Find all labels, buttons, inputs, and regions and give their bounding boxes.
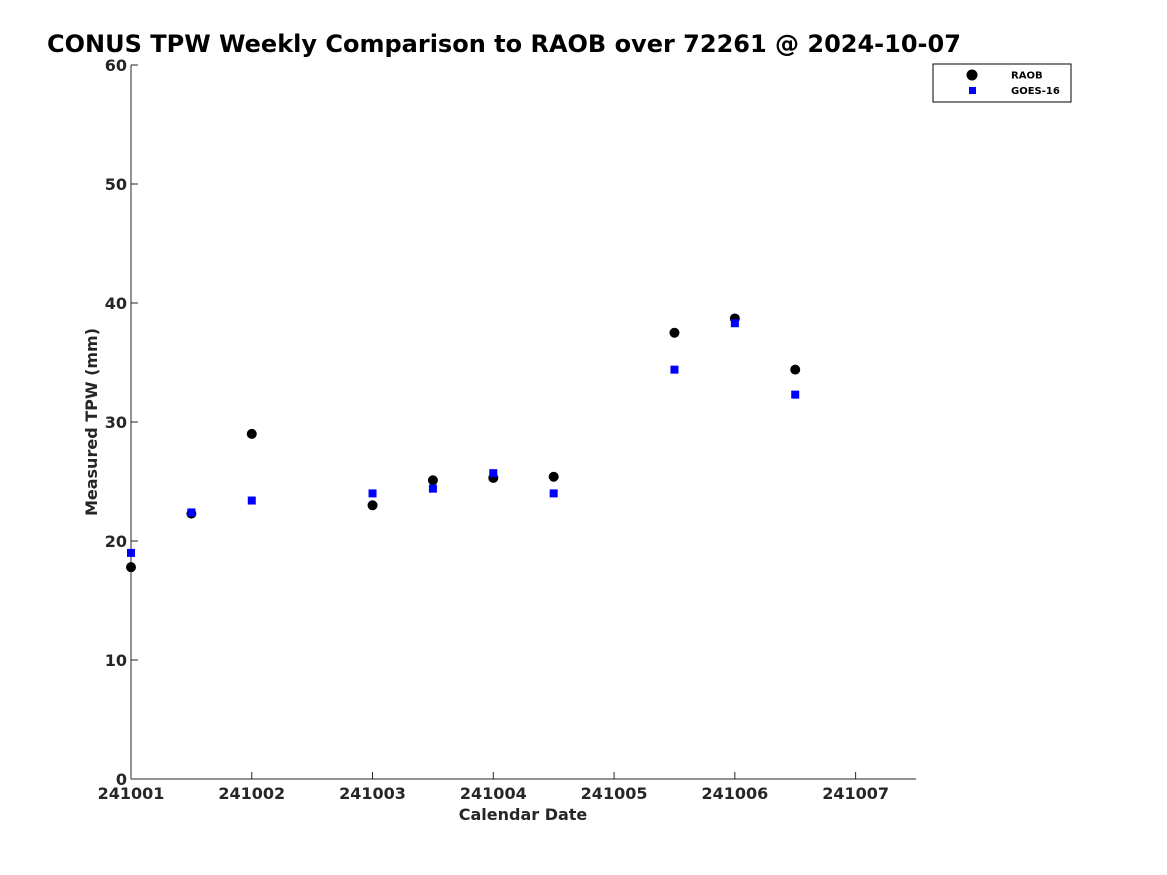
chart-title: CONUS TPW Weekly Comparison to RAOB over… bbox=[47, 30, 961, 58]
y-tick-label: 30 bbox=[105, 413, 127, 432]
x-tick-label: 241002 bbox=[218, 784, 285, 803]
point-goes16 bbox=[670, 365, 679, 374]
x-tick-label: 241004 bbox=[460, 784, 527, 803]
x-tick-label: 241003 bbox=[339, 784, 406, 803]
y-axis-label: Measured TPW (mm) bbox=[82, 328, 101, 516]
y-tick-label: 10 bbox=[105, 651, 127, 670]
point-raob bbox=[669, 327, 680, 338]
legend-marker-raob bbox=[966, 69, 978, 81]
y-tick-label: 40 bbox=[105, 294, 127, 313]
point-goes16 bbox=[489, 469, 498, 478]
point-goes16 bbox=[127, 548, 135, 557]
x-tick-label: 241007 bbox=[822, 784, 889, 803]
legend-label-goes16: GOES-16 bbox=[1011, 86, 1060, 97]
point-raob bbox=[246, 428, 257, 439]
point-goes16 bbox=[730, 319, 739, 328]
x-tick-label: 241005 bbox=[581, 784, 648, 803]
y-tick-label: 50 bbox=[105, 175, 127, 194]
point-goes16 bbox=[549, 489, 558, 498]
point-raob bbox=[548, 471, 559, 482]
legend-label-raob: RAOB bbox=[1011, 71, 1043, 82]
point-goes16 bbox=[428, 484, 437, 493]
point-raob bbox=[367, 500, 378, 511]
y-tick-label: 20 bbox=[105, 532, 127, 551]
x-axis-ticks: 241001 241002 241003 241004 241005 241006 2410… bbox=[98, 772, 889, 803]
point-goes16 bbox=[247, 496, 256, 505]
point-goes16 bbox=[791, 390, 800, 399]
x-tick-label: 241001 bbox=[98, 784, 165, 803]
y-tick-label: 60 bbox=[105, 56, 127, 75]
data-points bbox=[126, 313, 801, 573]
legend-marker-goes16 bbox=[969, 87, 976, 94]
y-tick-label: 0 bbox=[116, 770, 127, 789]
y-axis-ticks: 0 10 20 30 40 50 60 bbox=[105, 56, 138, 789]
legend-box bbox=[932, 63, 1072, 103]
point-raob bbox=[790, 364, 801, 375]
point-raob bbox=[427, 475, 438, 486]
legend: RAOB GOES-16 bbox=[932, 63, 1072, 103]
point-goes16 bbox=[187, 508, 196, 517]
x-tick-label: 241006 bbox=[701, 784, 768, 803]
x-axis-label: Calendar Date bbox=[459, 805, 588, 824]
point-raob bbox=[126, 562, 136, 573]
point-goes16 bbox=[368, 489, 377, 498]
